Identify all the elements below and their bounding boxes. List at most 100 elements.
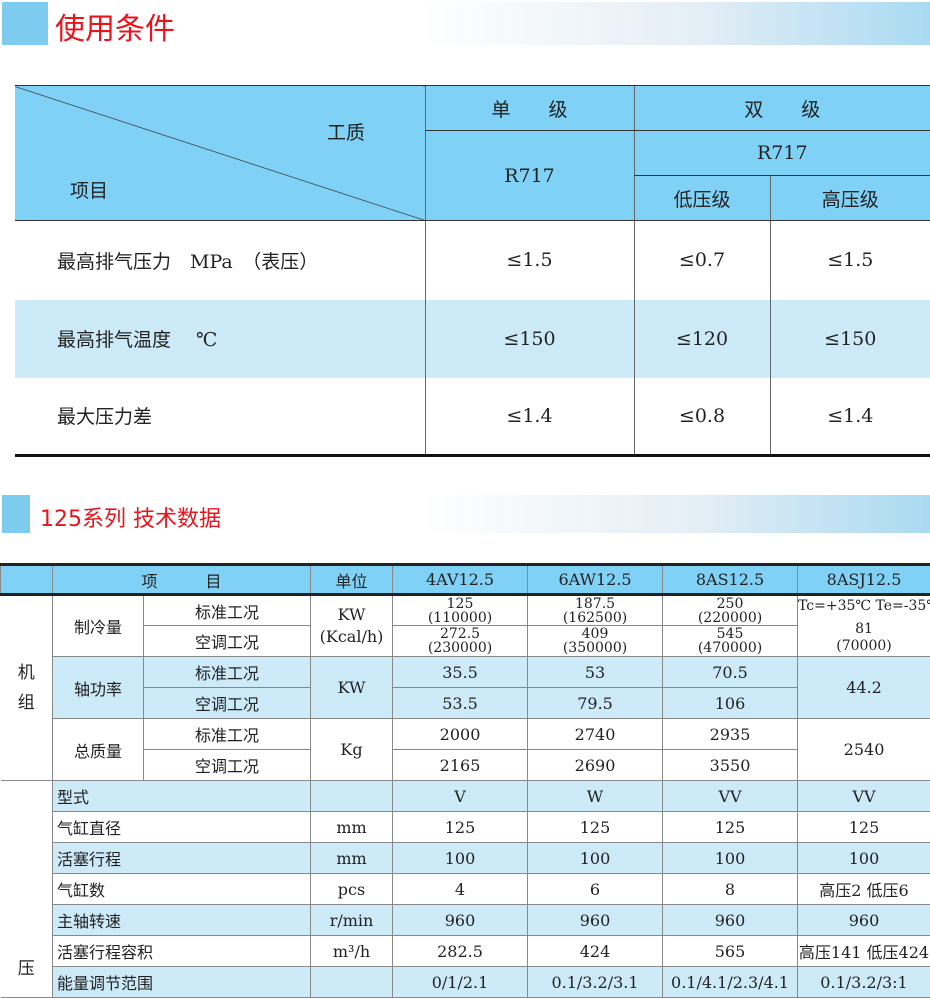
value-cell: 272.5(230000) <box>393 626 528 657</box>
value-cell: 282.5 <box>393 936 528 967</box>
unit-cell: mm <box>311 812 393 843</box>
value-cell: V <box>393 781 528 812</box>
value-cell: 250(220000) <box>663 595 798 626</box>
value-cell: 高压2 低压6 <box>798 874 930 905</box>
value-cell: W <box>528 781 663 812</box>
value-cell: 0.1/3.2/3:1 <box>798 967 930 998</box>
unit-cell: Kg <box>311 719 393 781</box>
header-blank <box>1 565 53 595</box>
row-item: 气缸数 <box>53 874 311 905</box>
value-cell: 125(110000) <box>393 595 528 626</box>
medium-label: 工质 <box>327 118 365 145</box>
value-cell: 100 <box>393 843 528 874</box>
value-cell: 44.2 <box>798 657 930 719</box>
row-item: 最高排气压力 MPa （表压） <box>15 221 425 300</box>
section-header-tech-data: 125系列 技术数据 <box>2 495 930 533</box>
unit-cell: pcs <box>311 874 393 905</box>
value-cell: 960 <box>663 905 798 936</box>
table-row: 轴功率 标准工况 KW 35.5 53 70.5 44.2 <box>1 657 930 688</box>
value-cell: 187.5(162500) <box>528 595 663 626</box>
value-cell: 2740 <box>528 719 663 750</box>
header-model: 8ASJ12.5 <box>798 565 930 595</box>
value-cell: 8 <box>663 874 798 905</box>
value-cell: 79.5 <box>528 688 663 719</box>
value-cell: 125 <box>663 812 798 843</box>
header-accent-block <box>2 495 30 533</box>
value-cell: VV <box>798 781 930 812</box>
value-cell: 0.1/3.2/3.1 <box>528 967 663 998</box>
value-cell: 2540 <box>798 719 930 781</box>
table-row: 最高排气温度 ℃ ≤150 ≤120 ≤150 <box>15 300 930 378</box>
high-value: ≤1.5 <box>770 221 930 300</box>
unit-cell <box>311 781 393 812</box>
shaft-power-label: 轴功率 <box>53 657 144 719</box>
group-label-compressor: 压 <box>1 781 53 998</box>
table-row: 最大压力差 ≤1.4 ≤0.8 ≤1.4 <box>15 378 930 456</box>
value-cell: 6 <box>528 874 663 905</box>
value-cell: 100 <box>528 843 663 874</box>
unit-kcal: (Kcal/h) <box>311 626 392 648</box>
section-header-usage: 使用条件 <box>2 2 930 45</box>
value-cell: 53 <box>528 657 663 688</box>
double-stage-header: 双 级 <box>634 86 930 131</box>
header-model: 4AV12.5 <box>393 565 528 595</box>
value-cell: 106 <box>663 688 798 719</box>
value-cell: VV <box>663 781 798 812</box>
row-item: 气缸直径 <box>53 812 311 843</box>
high-stage-header: 高压级 <box>770 176 930 221</box>
low-value: ≤0.7 <box>634 221 770 300</box>
value-cell: 70.5 <box>663 657 798 688</box>
value-cell: 高压141 低压424 <box>798 936 930 967</box>
value-cell: 100 <box>663 843 798 874</box>
row-item: 最大压力差 <box>15 378 425 456</box>
value-cell: 125 <box>528 812 663 843</box>
row-item: 主轴转速 <box>53 905 311 936</box>
value-cell: 4 <box>393 874 528 905</box>
unit-cell <box>311 967 393 998</box>
group-label-unit: 机 组 <box>1 595 53 781</box>
header-model: 8AS12.5 <box>663 565 798 595</box>
row-item: 最高排气温度 ℃ <box>15 300 425 378</box>
condition-label: 空调工况 <box>144 750 311 781</box>
value-cell: 125 <box>393 812 528 843</box>
value-cell: 100 <box>798 843 930 874</box>
cooling-label: 制冷量 <box>53 595 144 657</box>
usage-conditions-table: 工质 项目 单 级 双 级 R717 R717 低压级 高压级 最高排气压力 M… <box>15 85 930 457</box>
value-cell: 960 <box>393 905 528 936</box>
header-unit: 单位 <box>311 565 393 595</box>
header-item: 项 目 <box>53 565 311 595</box>
single-value: ≤1.4 <box>425 378 634 456</box>
condition-label: 标准工况 <box>144 719 311 750</box>
low-stage-header: 低压级 <box>634 176 770 221</box>
value-cell: 35.5 <box>393 657 528 688</box>
table-header-row: 项 目 单位 4AV12.5 6AW12.5 8AS12.5 8ASJ12.5 <box>1 565 930 595</box>
row-item: 能量调节范围 <box>53 967 311 998</box>
header-accent-block <box>2 2 48 45</box>
value-cell: 0/1/2.1 <box>393 967 528 998</box>
double-refrigerant: R717 <box>634 131 930 176</box>
unit-cell: m³/h <box>311 936 393 967</box>
value-cell: 0.1/4.1/2.3/4.1 <box>663 967 798 998</box>
value-cell: 125 <box>798 812 930 843</box>
value-cell: 545(470000) <box>663 626 798 657</box>
cooling-unit: KW(Kcal/h) <box>311 595 393 657</box>
table-row: 总质量 标准工况 Kg 2000 2740 2935 2540 <box>1 719 930 750</box>
value-cell: 960 <box>798 905 930 936</box>
value-cell: 2000 <box>393 719 528 750</box>
header-model: 6AW12.5 <box>528 565 663 595</box>
section-title: 使用条件 <box>55 4 175 48</box>
section-title: 125系列 技术数据 <box>40 501 221 533</box>
value-cell: 424 <box>528 936 663 967</box>
high-value: ≤1.4 <box>770 378 930 456</box>
single-refrigerant: R717 <box>425 131 634 221</box>
unit-cell: mm <box>311 843 393 874</box>
condition-label: 标准工况 <box>144 657 311 688</box>
value-cell: 53.5 <box>393 688 528 719</box>
